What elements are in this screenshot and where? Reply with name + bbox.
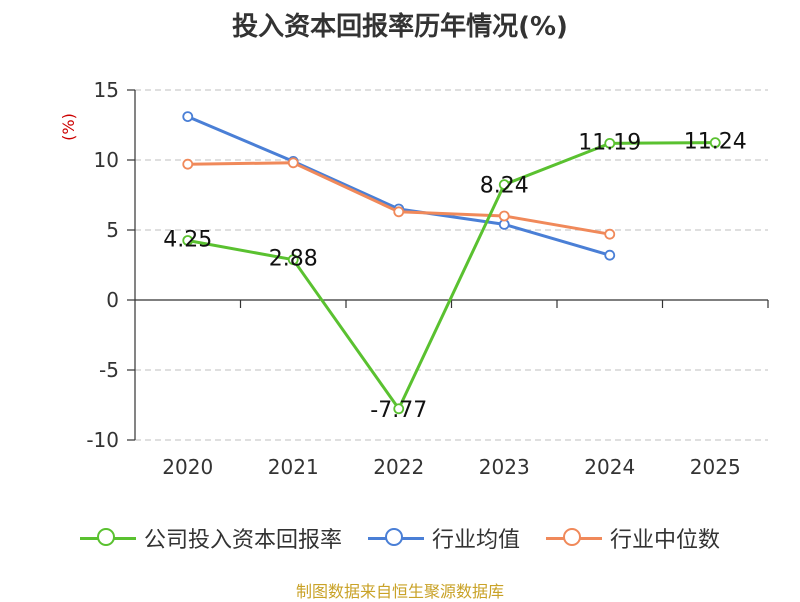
data-labels: 4.25 2.88 -7.77 8.24 11.19 11.24 <box>163 130 746 423</box>
legend-swatch <box>79 528 136 548</box>
data-point <box>498 179 510 191</box>
data-label: 11.19 <box>578 130 641 155</box>
data-point <box>604 137 616 149</box>
y-axis-label: (%) <box>59 113 78 141</box>
legend: 公司投入资本回报率 行业均值 行业中位数 <box>0 518 800 558</box>
legend-item[interactable]: 公司投入资本回报率 <box>79 522 342 554</box>
legend-item[interactable]: 行业均值 <box>367 522 520 554</box>
x-tick-label: 2024 <box>584 455 635 479</box>
data-point <box>498 210 510 222</box>
y-tick-label: 10 <box>94 148 119 172</box>
x-tick-label: 2023 <box>479 455 530 479</box>
legend-swatch <box>367 528 424 548</box>
x-tick-label: 2020 <box>162 455 213 479</box>
x-tick-label: 2022 <box>373 455 424 479</box>
y-tick-label: 5 <box>106 218 119 242</box>
x-tick-label: 2025 <box>690 455 741 479</box>
grid-lines <box>135 89 768 441</box>
data-label: 8.24 <box>480 174 529 199</box>
data-point <box>604 228 616 240</box>
source-note: 制图数据来自恒生聚源数据库 <box>295 582 504 601</box>
data-point <box>182 235 194 246</box>
y-tick-label: -10 <box>86 428 119 452</box>
chart-title: 投入资本回报率历年情况(%) <box>232 12 568 42</box>
data-point <box>182 158 194 170</box>
data-label: 4.25 <box>163 228 212 253</box>
legend-label: 公司投入资本回报率 <box>143 528 342 553</box>
data-label: 2.88 <box>269 247 318 272</box>
legend-item[interactable]: 行业中位数 <box>546 522 720 554</box>
x-tick-label: 2021 <box>268 455 319 479</box>
data-point <box>393 403 405 415</box>
series-line <box>187 141 716 411</box>
series <box>182 111 721 415</box>
legend-marker <box>384 528 403 546</box>
data-label: 11.24 <box>684 130 747 155</box>
legend-marker <box>563 528 581 546</box>
data-label: -7.77 <box>370 398 427 423</box>
y-tick-label: 15 <box>94 78 119 102</box>
legend-label: 行业均值 <box>431 528 520 553</box>
data-point <box>287 254 299 266</box>
legend-swatch <box>546 528 602 548</box>
data-point <box>709 137 721 149</box>
y-tick-label: -5 <box>99 358 119 382</box>
legend-marker <box>96 528 115 546</box>
series-line <box>187 161 611 236</box>
data-point <box>393 206 405 218</box>
legend-label: 行业中位数 <box>610 528 721 553</box>
axes: 15 10 5 0 -5 -10 2020 2021 2022 2023 2024 2025 <box>86 78 769 479</box>
series-line <box>187 115 611 257</box>
data-point <box>287 157 299 169</box>
data-point <box>182 111 194 122</box>
y-tick-label: 0 <box>106 288 119 312</box>
data-point <box>604 249 616 261</box>
